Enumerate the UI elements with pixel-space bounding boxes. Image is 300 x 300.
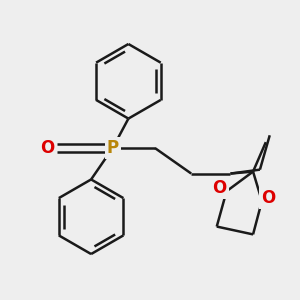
Text: P: P <box>106 139 119 157</box>
Text: O: O <box>213 179 227 197</box>
Text: O: O <box>40 139 54 157</box>
Text: O: O <box>261 189 275 207</box>
